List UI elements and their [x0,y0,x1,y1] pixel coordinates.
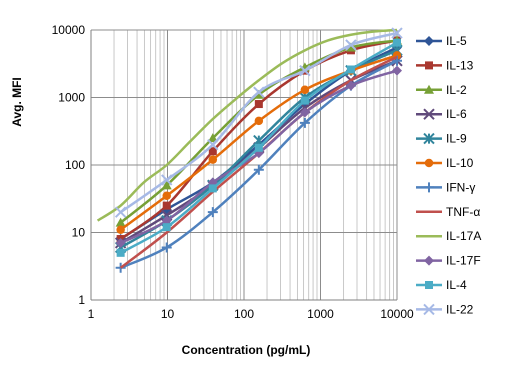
data-point-marker [254,143,263,152]
data-point-marker [424,182,434,193]
legend-item: IL-17A [416,229,481,243]
data-point-marker [345,39,357,51]
data-point-marker [116,225,125,234]
data-point-marker [299,107,310,118]
data-point-marker [162,201,171,210]
data-point-marker [161,180,172,190]
data-point-marker [208,184,217,193]
data-point-marker [423,132,435,145]
legend-item: IL-4 [416,278,467,292]
y-tick-label: 100 [65,158,85,172]
y-tick-label: 1000 [58,91,85,105]
legend-item: IFN-γ [416,180,475,194]
data-point-marker [115,262,126,273]
legend-item: IL-22 [416,302,474,316]
legend-layer: IL-5 IL-13 IL-2 IL-6 IL-9 IL-10 IFN-γ TNF-α IL-1… [416,34,481,316]
data-point-marker [425,281,433,289]
data-point-marker [392,65,402,76]
legend-label: IL-2 [446,83,467,97]
legend-item: IL-6 [416,107,467,121]
data-point-marker [424,255,434,266]
data-point-marker [161,242,172,253]
legend-label: IL-17F [446,254,481,268]
x-tick-label: 1 [88,307,95,321]
data-point-marker [115,237,126,248]
legend-item: IL-17F [416,254,481,268]
data-point-marker [424,158,434,168]
x-tick-label: 10 [161,307,175,321]
data-point-marker [391,27,403,39]
legend-label: IL-17A [446,229,481,243]
legend-item: IL-5 [416,34,467,48]
data-point-marker [423,303,435,316]
y-tick-label: 10000 [52,23,86,37]
data-point-marker [253,89,264,99]
data-point-marker [207,207,218,218]
data-point-marker [346,65,355,74]
data-point-marker [208,147,217,156]
legend-item: IL-13 [416,58,474,72]
data-point-marker [300,85,310,95]
series-group [114,27,403,218]
data-point-marker [253,164,264,175]
legend-label: IL-5 [446,34,467,48]
data-point-marker [254,116,264,126]
data-point-marker [254,100,263,109]
x-axis-title: Concentration (pg/mL) [182,343,311,357]
data-point-marker [161,215,172,226]
series-line [96,28,398,222]
legend-label: IL-10 [446,156,474,170]
data-point-marker [114,206,127,218]
y-tick-label: 10 [72,226,86,240]
axis-layer: 1 10 100 1000 10000 1 10 100 1000 10000 [52,23,414,321]
data-point-marker [425,61,433,70]
data-point-marker [423,108,435,120]
legend-item: IL-2 [416,83,467,97]
data-point-marker [208,155,218,164]
data-point-marker [424,36,434,46]
legend-label: IL-4 [446,278,467,292]
data-point-marker [161,174,173,186]
data-point-marker [162,223,171,232]
legend-item: TNF-α [416,205,480,219]
legend-label: TNF-α [446,205,480,219]
data-point-marker [345,42,356,52]
y-axis-title: Avg. MFI [10,77,24,127]
data-point-marker [207,138,219,151]
y-tick-label: 1 [78,293,85,307]
legend-item: IL-10 [416,156,474,170]
data-point-marker [299,64,311,77]
data-point-marker [207,133,218,143]
data-point-marker [253,86,265,98]
data-point-marker [115,217,126,227]
legend-label: IL-13 [446,58,474,72]
x-tick-label: 100 [234,307,254,321]
data-point-marker [345,80,356,91]
legend-label: IL-6 [446,107,467,121]
data-point-marker [424,84,434,94]
legend-label: IL-22 [446,302,474,316]
series-layer [96,27,403,273]
x-tick-label: 10000 [380,307,414,321]
x-tick-label: 1000 [307,307,334,321]
legend-label: IFN-γ [446,180,475,194]
series-group [96,28,398,222]
data-point-marker [116,248,125,257]
data-point-marker [300,96,309,105]
data-point-marker [393,38,401,47]
data-point-marker [299,117,310,128]
series-group [116,38,401,257]
legend-item: IL-9 [416,132,467,146]
legend-label: IL-9 [446,132,467,146]
data-point-marker [162,191,171,201]
